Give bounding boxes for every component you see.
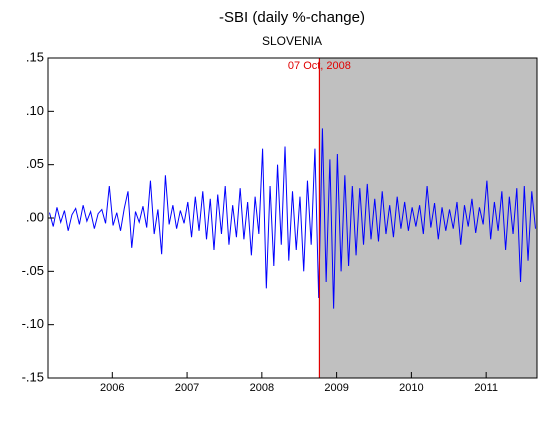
shaded-region [319, 58, 537, 378]
y-tick-label: .05 [26, 156, 44, 171]
event-label: 07 Oct, 2008 [288, 60, 351, 72]
x-tick-label: 2008 [250, 382, 274, 394]
y-tick-label: .15 [26, 49, 44, 64]
chart-title: -SBI (daily %-change) [219, 9, 365, 26]
x-tick-label: 2011 [474, 382, 498, 394]
y-tick-label: -.15 [22, 369, 44, 384]
x-tick-label: 2006 [100, 382, 124, 394]
x-tick-label: 2010 [399, 382, 423, 394]
data-line [49, 128, 536, 309]
y-tick-label: -.05 [22, 263, 44, 278]
x-tick-label: 2007 [175, 382, 199, 394]
y-tick-label: .10 [26, 103, 44, 118]
y-tick-label: .00 [26, 209, 44, 224]
y-tick-label: -.10 [22, 316, 44, 331]
chart-subtitle: SLOVENIA [262, 34, 322, 48]
x-tick-label: 2009 [324, 382, 348, 394]
